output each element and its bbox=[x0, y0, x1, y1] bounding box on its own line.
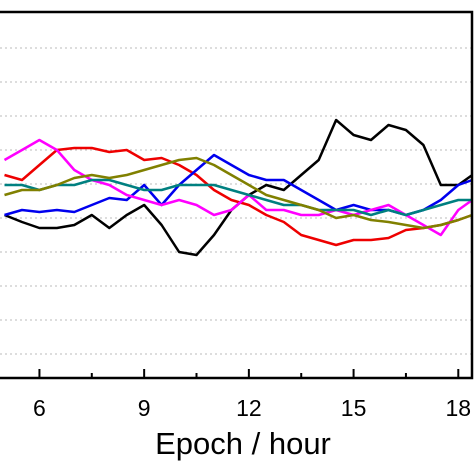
x-tick-label: 15 bbox=[341, 395, 367, 421]
data-line bbox=[4, 146, 473, 247]
x-tick-label: 12 bbox=[236, 395, 262, 421]
data-line bbox=[3, 138, 474, 237]
plot-frame bbox=[0, 10, 474, 380]
x-tick-label: 18 bbox=[445, 395, 471, 421]
data-line bbox=[4, 156, 473, 230]
data-line bbox=[4, 178, 473, 217]
x-tick-label: 6 bbox=[33, 395, 46, 421]
x-axis-label: Epoch / hour bbox=[155, 426, 331, 461]
data-line bbox=[4, 118, 474, 257]
x-tick-label: 9 bbox=[138, 395, 151, 421]
